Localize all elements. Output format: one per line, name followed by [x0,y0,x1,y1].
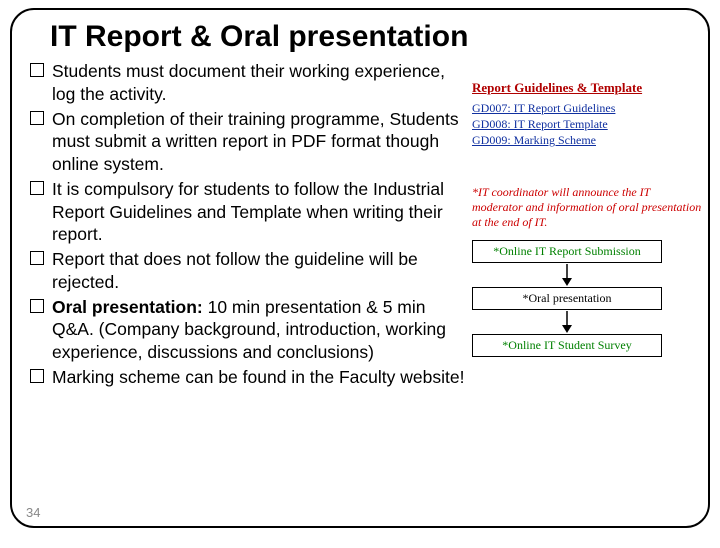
bullet-item: Report that does not follow the guidelin… [30,248,470,294]
flowchart: *Online IT Report Submission *Oral prese… [472,240,702,357]
guideline-link[interactable]: GD007: IT Report Guidelines [472,100,702,116]
sidebar: Report Guidelines & Template GD007: IT R… [472,80,702,357]
bullet-item: It is compulsory for students to follow … [30,178,470,246]
guidelines-heading: Report Guidelines & Template [472,80,702,96]
bullet-item: Students must document their working exp… [30,60,470,106]
page-number: 34 [26,505,40,520]
flow-box-submission: *Online IT Report Submission [472,240,662,263]
bullet-item-oral: Oral presentation: 10 min presentation &… [30,296,470,364]
bullet-item: Marking scheme can be found in the Facul… [30,366,470,389]
oral-label: Oral presentation: [52,297,203,317]
main-text-column: Students must document their working exp… [30,60,470,391]
guideline-link[interactable]: GD009: Marking Scheme [472,132,702,148]
arrow-down-icon [472,264,662,286]
slide-frame: IT Report & Oral presentation Students m… [10,8,710,528]
content-row: Students must document their working exp… [30,60,690,391]
coordinator-note: *IT coordinator will announce the IT mod… [472,185,702,230]
flow-box-oral: *Oral presentation [472,287,662,310]
flow-box-survey: *Online IT Student Survey [472,334,662,357]
slide-title: IT Report & Oral presentation [50,20,690,54]
bullet-item: On completion of their training programm… [30,108,470,176]
guideline-link[interactable]: GD008: IT Report Template [472,116,702,132]
arrow-down-icon [472,311,662,333]
